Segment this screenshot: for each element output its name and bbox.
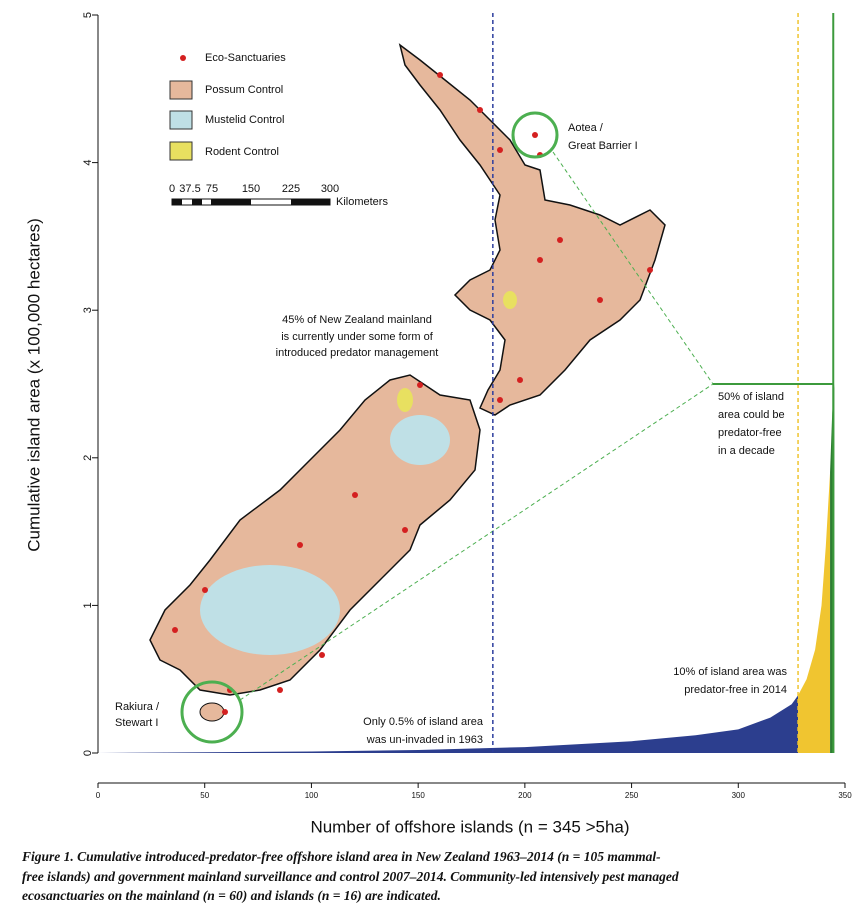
aotea-circle xyxy=(511,111,559,159)
legend-swatch xyxy=(169,110,193,130)
x-tick-label: 300 xyxy=(732,791,746,800)
x-axis-label: Number of offshore islands (n = 345 >5ha… xyxy=(310,817,629,836)
legend-swatch xyxy=(169,141,193,161)
caption: Figure 1. Cumulative introduced-predator… xyxy=(21,849,661,864)
scale-label: 225 xyxy=(282,183,300,195)
annotation: predator-free xyxy=(718,427,782,439)
rodent-area xyxy=(397,388,413,412)
scale-label: 0 xyxy=(169,183,175,195)
map-label: Great Barrier I xyxy=(568,140,638,152)
stewart-island xyxy=(199,702,225,722)
scale-bar xyxy=(192,199,202,205)
annotation: predator-free in 2014 xyxy=(684,684,787,696)
map-label: Stewart I xyxy=(115,717,158,729)
x-tick-label: 150 xyxy=(411,791,425,800)
scale-bar xyxy=(172,199,182,205)
annotation: 10% of island area was xyxy=(673,666,787,678)
annotation: 50% of island xyxy=(718,391,784,403)
legend-marker xyxy=(180,55,186,61)
caption: free islands) and government mainland su… xyxy=(22,869,679,884)
annotation: was un-invaded in 1963 xyxy=(366,734,483,746)
x-tick-label: 250 xyxy=(625,791,639,800)
legend-swatch xyxy=(169,80,193,100)
legend-label: Mustelid Control xyxy=(205,114,284,126)
mustelid-area xyxy=(390,415,450,465)
map-label: Aotea / xyxy=(568,122,604,134)
y-tick-label: 1 xyxy=(82,602,94,608)
map: Eco-Sanctuaries Possum Control Mustelid … xyxy=(115,43,714,744)
caption: ecosanctuaries on the mainland (n = 60) … xyxy=(22,888,441,903)
legend-label: Rodent Control xyxy=(205,146,279,158)
map-note: 45% of New Zealand mainland xyxy=(282,314,432,326)
x-tick-label: 350 xyxy=(838,791,852,800)
x-tick-label: 0 xyxy=(96,791,101,800)
y-tick-label: 4 xyxy=(82,160,94,166)
area xyxy=(98,695,799,753)
callout xyxy=(239,383,714,701)
annotation: area could be xyxy=(718,409,785,421)
y-tick-label: 0 xyxy=(82,750,94,756)
x-tick-label: 100 xyxy=(305,791,319,800)
y-axis-label: Cumulative island area (x 100,000 hectar… xyxy=(24,218,43,552)
legend-label: Eco-Sanctuaries xyxy=(205,52,286,64)
scale-bar xyxy=(211,199,251,205)
scale-label: 300 xyxy=(321,183,339,195)
scale-label: 150 xyxy=(242,183,260,195)
x-tick-label: 50 xyxy=(200,791,209,800)
y-tick-label: 2 xyxy=(82,455,94,461)
x-tick-label: 200 xyxy=(518,791,532,800)
north-island xyxy=(398,43,666,416)
annotation: in a decade xyxy=(718,445,775,457)
rodent-area xyxy=(503,291,517,309)
y-tick-label: 3 xyxy=(82,307,94,313)
map-label: Rakiura / xyxy=(115,701,160,713)
callout xyxy=(552,151,714,385)
eco-sanctuaries xyxy=(172,72,653,715)
scale-bar xyxy=(291,199,330,205)
scale-unit: Kilometers xyxy=(336,196,388,208)
scale-label: 37.5 xyxy=(179,183,200,195)
map-note: is currently under some form of xyxy=(281,331,434,343)
rakiura-circle xyxy=(180,680,244,744)
legend-label: Possum Control xyxy=(205,84,283,96)
area xyxy=(798,472,831,753)
y-tick-label: 5 xyxy=(82,12,94,18)
scale-label: 75 xyxy=(206,183,218,195)
annotation: Only 0.5% of island area xyxy=(363,716,484,728)
map-note: introduced predator management xyxy=(276,347,439,359)
mustelid-area xyxy=(200,565,340,655)
